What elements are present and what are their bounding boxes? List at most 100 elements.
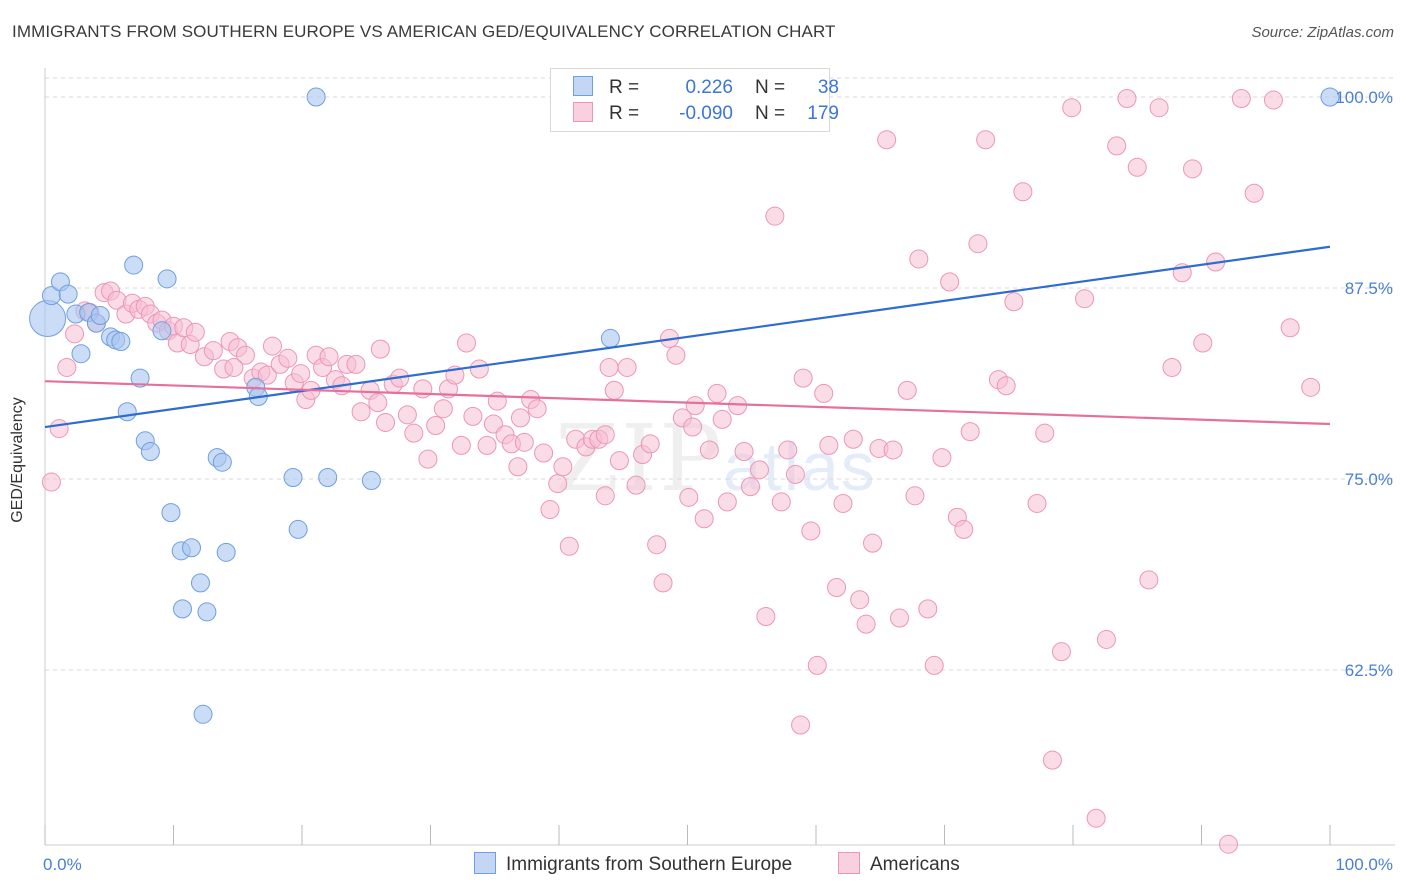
southern-europe-point bbox=[193, 704, 213, 724]
americans-point bbox=[1193, 333, 1213, 353]
americans-point bbox=[940, 272, 960, 292]
americans-point bbox=[827, 577, 847, 597]
americans-point bbox=[595, 486, 615, 506]
legend-blue-n: 38 bbox=[817, 77, 839, 98]
americans-point bbox=[756, 607, 776, 627]
americans-point bbox=[508, 457, 528, 477]
americans-point bbox=[976, 130, 996, 150]
tick-labels: 62.5% 75.0% 87.5% 100.0% 0.0% 100.0% bbox=[43, 88, 1393, 874]
americans-point bbox=[647, 535, 667, 555]
southern-europe-point bbox=[212, 452, 232, 472]
americans-point bbox=[609, 451, 629, 471]
americans-point bbox=[477, 435, 497, 455]
americans-point bbox=[694, 509, 714, 529]
americans-point bbox=[1301, 377, 1321, 397]
americans-point bbox=[1086, 808, 1106, 828]
americans-point bbox=[905, 486, 925, 506]
southern-europe-point bbox=[130, 368, 150, 388]
americans-point bbox=[932, 448, 952, 468]
americans-point bbox=[1107, 136, 1127, 156]
americans-point bbox=[49, 419, 69, 439]
legend-n-label: N = bbox=[755, 103, 786, 124]
americans-point bbox=[850, 590, 870, 610]
southern-europe-points bbox=[29, 87, 1340, 724]
southern-europe-point bbox=[197, 602, 217, 622]
southern-europe-point bbox=[306, 87, 326, 107]
americans-point bbox=[918, 599, 938, 619]
southern-europe-point bbox=[600, 328, 620, 348]
y-tick-label: 100.0% bbox=[1335, 88, 1393, 107]
americans-point bbox=[856, 614, 876, 634]
legend-label-southern-europe: Immigrants from Southern Europe bbox=[506, 854, 793, 875]
americans-point bbox=[778, 440, 798, 460]
axes bbox=[44, 68, 1395, 846]
americans-point bbox=[559, 536, 579, 556]
americans-point bbox=[1263, 90, 1283, 110]
americans-point bbox=[626, 475, 646, 495]
americans-point bbox=[833, 493, 853, 513]
americans-point bbox=[1013, 182, 1033, 202]
legend-label-americans: Americans bbox=[870, 854, 960, 875]
americans-point bbox=[877, 130, 897, 150]
americans-point bbox=[291, 364, 311, 384]
americans-point bbox=[996, 376, 1016, 396]
americans-point bbox=[1051, 642, 1071, 662]
southern-europe-point bbox=[1320, 87, 1340, 107]
americans-point bbox=[262, 336, 282, 356]
americans-point bbox=[418, 449, 438, 469]
americans-point bbox=[890, 608, 910, 628]
americans-point bbox=[1231, 89, 1251, 109]
southern-europe-point bbox=[190, 573, 210, 593]
legend-pink-n: 179 bbox=[807, 103, 839, 124]
americans-point bbox=[897, 380, 917, 400]
americans-point bbox=[1062, 98, 1082, 118]
americans-point bbox=[924, 655, 944, 675]
americans-trend-line bbox=[44, 380, 1331, 426]
americans-point bbox=[793, 368, 813, 388]
americans-point bbox=[319, 347, 339, 367]
americans-point bbox=[1280, 318, 1300, 338]
americans-point bbox=[960, 422, 980, 442]
americans-point bbox=[1218, 834, 1238, 854]
americans-point bbox=[801, 521, 821, 541]
southern-europe-point bbox=[283, 467, 303, 487]
americans-point bbox=[370, 339, 390, 359]
americans-point bbox=[235, 345, 255, 365]
southern-europe-point bbox=[29, 300, 67, 338]
americans-point bbox=[426, 416, 446, 436]
americans-point bbox=[351, 402, 371, 422]
southern-europe-point bbox=[71, 344, 91, 364]
americans-point bbox=[487, 391, 507, 411]
southern-europe-point bbox=[124, 255, 144, 275]
americans-point bbox=[699, 440, 719, 460]
americans-point bbox=[863, 533, 883, 553]
americans-point bbox=[685, 396, 705, 416]
americans-point bbox=[456, 333, 476, 353]
legend-swatch-pink bbox=[573, 102, 593, 122]
americans-point bbox=[599, 357, 619, 377]
southern-europe-point bbox=[90, 306, 110, 326]
southern-europe-point bbox=[157, 269, 177, 289]
americans-point bbox=[65, 324, 85, 344]
americans-point bbox=[771, 492, 791, 512]
americans-point bbox=[1127, 157, 1147, 177]
americans-point bbox=[1139, 570, 1159, 590]
southern-europe-point bbox=[318, 467, 338, 487]
legend-n-label: N = bbox=[755, 77, 786, 98]
legend-row-blue: R = 0.226 N = 38 bbox=[573, 76, 839, 100]
americans-point bbox=[510, 408, 530, 428]
legend-pink-r: -0.090 bbox=[679, 103, 733, 124]
americans-point bbox=[640, 434, 660, 454]
americans-point bbox=[463, 406, 483, 426]
americans-point bbox=[527, 399, 547, 419]
americans-point bbox=[791, 715, 811, 735]
americans-point bbox=[203, 341, 223, 361]
americans-point bbox=[728, 396, 748, 416]
americans-point bbox=[765, 206, 785, 226]
americans-point bbox=[433, 399, 453, 419]
americans-point bbox=[1075, 289, 1095, 309]
americans-point bbox=[717, 492, 737, 512]
southern-europe-point bbox=[140, 441, 160, 461]
americans-point bbox=[954, 519, 974, 539]
southern-europe-point bbox=[361, 471, 381, 491]
